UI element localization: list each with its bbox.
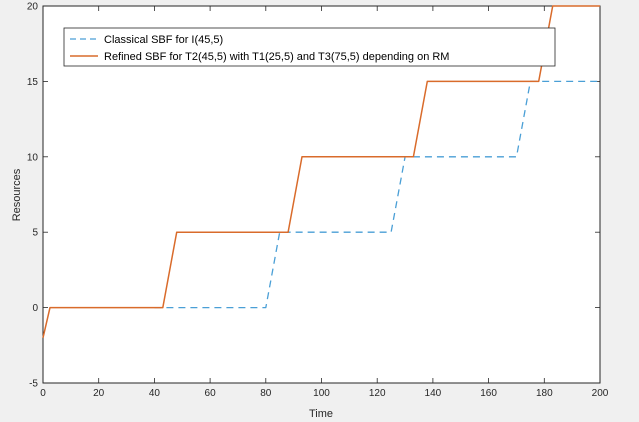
x-tick-label: 200 — [592, 388, 609, 399]
x-tick-label: 140 — [425, 388, 442, 399]
x-tick-label: 100 — [313, 388, 330, 399]
x-tick-label: 80 — [260, 388, 272, 399]
x-tick-label: 20 — [93, 388, 105, 399]
legend-label-classical: Classical SBF for I(45,5) — [104, 34, 223, 46]
y-axis-label: Resources — [11, 168, 23, 221]
y-tick-label: 10 — [27, 152, 39, 163]
series-line-classical-sbf — [154, 80, 600, 309]
y-tick-label: 20 — [27, 2, 39, 13]
x-tick-label: 120 — [369, 388, 386, 399]
x-tick-label: 160 — [480, 388, 497, 399]
x-tick-label: 0 — [40, 388, 46, 399]
plot-area — [42, 5, 601, 384]
x-tick-label: 180 — [536, 388, 553, 399]
legend-box — [63, 27, 556, 67]
legend: Classical SBF for I(45,5) Refined SBF fo… — [63, 27, 556, 67]
y-tick-label: -5 — [29, 379, 38, 390]
y-tick-label: 5 — [32, 228, 38, 239]
legend-label-refined: Refined SBF for T2(45,5) with T1(25,5) a… — [104, 51, 449, 63]
x-tick-label: 40 — [149, 388, 161, 399]
x-axis-label: Time — [309, 408, 333, 420]
y-tick-label: 0 — [32, 303, 38, 314]
x-tick-label: 60 — [205, 388, 217, 399]
y-tick-label: 15 — [27, 77, 39, 88]
